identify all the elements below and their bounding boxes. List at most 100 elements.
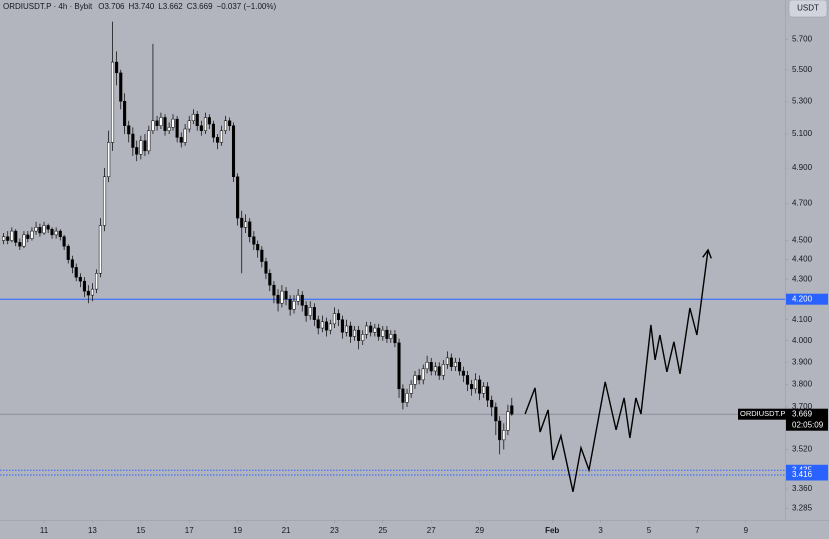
current-price-symbol-box xyxy=(738,408,786,420)
candle-body xyxy=(409,384,413,394)
y-tick-label: 5.500 xyxy=(792,65,813,74)
candle-body xyxy=(385,329,389,339)
candle-body xyxy=(34,227,38,232)
x-tick-label: 19 xyxy=(233,526,242,535)
candle-body xyxy=(292,300,296,310)
candle-body xyxy=(219,130,223,143)
candle-body xyxy=(78,276,82,282)
candle-body xyxy=(42,225,46,234)
x-tick-label: 9 xyxy=(744,526,749,535)
candle-body xyxy=(38,227,42,234)
x-tick-label: 11 xyxy=(40,526,49,535)
candle-body xyxy=(397,342,401,390)
candle-body xyxy=(98,225,102,274)
candle-body xyxy=(107,142,111,178)
x-tick-label: 17 xyxy=(185,526,194,535)
candle-body xyxy=(498,420,502,441)
candle-body xyxy=(361,334,365,341)
candle-body xyxy=(240,217,244,228)
candle-body xyxy=(151,120,155,131)
x-tick-label: 5 xyxy=(647,526,652,535)
symbol-title: ORDIUSDT.P · 4h · Bybit xyxy=(3,2,93,11)
candle-body xyxy=(66,245,70,260)
candle-body xyxy=(332,313,336,325)
x-tick-label: 29 xyxy=(475,526,484,535)
candle-body xyxy=(26,234,30,239)
candle-body xyxy=(228,120,232,126)
candle-body xyxy=(10,230,14,241)
candle-body xyxy=(30,230,34,239)
y-tick-label: 4.700 xyxy=(792,199,813,208)
candle-body xyxy=(490,399,494,408)
candle-body xyxy=(457,362,462,372)
current-price-box xyxy=(786,408,828,431)
candle-body xyxy=(2,236,6,241)
y-tick-label: 3.900 xyxy=(792,357,813,366)
candle-body xyxy=(304,305,308,316)
currency-button-label[interactable]: USDT xyxy=(797,4,819,13)
candle-body xyxy=(167,127,171,131)
candle-body xyxy=(139,140,143,155)
candle-body xyxy=(357,329,361,341)
candle-body xyxy=(284,290,288,300)
candle-body xyxy=(340,319,344,333)
candle-body xyxy=(22,234,26,247)
current-price-label: 3.669 xyxy=(792,409,813,418)
candle-body xyxy=(6,236,10,241)
candle-body xyxy=(203,117,207,131)
candle-body xyxy=(316,319,320,329)
y-tick-label: 3.360 xyxy=(792,484,813,493)
candle-body xyxy=(320,321,324,329)
candle-body xyxy=(336,313,341,320)
candle-body xyxy=(18,242,22,247)
candle-body xyxy=(46,225,50,230)
candle-body xyxy=(401,388,405,403)
candle-body xyxy=(328,323,332,331)
candle-body xyxy=(381,329,385,337)
y-tick-label: 4.100 xyxy=(792,315,813,324)
candle-body xyxy=(288,298,292,310)
candle-body xyxy=(425,362,429,370)
candle-body xyxy=(417,375,421,381)
x-tick-label: 15 xyxy=(136,526,145,535)
y-tick-label: 4.400 xyxy=(792,255,813,264)
candle-body xyxy=(58,230,62,237)
candle-body xyxy=(143,140,147,152)
candle-body xyxy=(300,294,304,306)
candle-body xyxy=(272,284,276,296)
candle-body xyxy=(429,362,433,372)
x-tick-label: 13 xyxy=(88,526,97,535)
candle-body xyxy=(369,325,373,333)
candle-body xyxy=(62,236,66,247)
candle-body xyxy=(405,393,409,403)
candle-body xyxy=(445,357,449,365)
currency-button[interactable] xyxy=(788,0,828,18)
candle-body xyxy=(260,249,264,262)
candle-body xyxy=(14,230,18,243)
candle-body xyxy=(236,176,240,219)
candle-body xyxy=(159,117,163,126)
level-label-box xyxy=(786,293,828,305)
candle-body xyxy=(276,294,280,304)
y-tick-label: 4.300 xyxy=(792,274,813,283)
candle-body xyxy=(74,267,78,278)
candle-body xyxy=(465,375,470,385)
x-tick-label: 27 xyxy=(427,526,436,535)
candle-body xyxy=(449,357,453,367)
y-tick-label: 4.500 xyxy=(792,236,813,245)
header-stat: H3.740 xyxy=(128,2,154,11)
candle-body xyxy=(50,228,54,236)
candle-body xyxy=(195,113,199,126)
candle-body xyxy=(377,327,381,337)
candle-body xyxy=(470,384,474,390)
header-stat: O3.706 xyxy=(98,2,125,11)
candle-body xyxy=(127,125,131,135)
candle-body xyxy=(352,329,357,337)
level-label: 3.416 xyxy=(792,470,813,479)
candle-body xyxy=(264,261,268,274)
y-tick-label: 4.000 xyxy=(792,336,813,345)
level-label: 4.200 xyxy=(792,294,813,303)
candle-body xyxy=(155,120,159,126)
candle-body xyxy=(123,101,127,126)
